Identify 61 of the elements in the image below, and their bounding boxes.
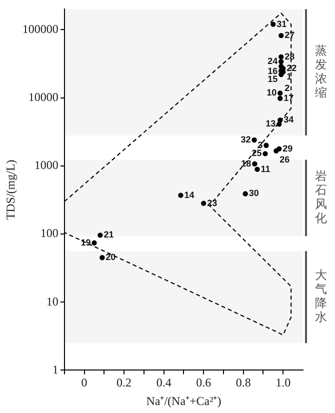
annotation: 1	[286, 71, 292, 82]
annotation: 13	[266, 118, 276, 129]
annotation: 11	[260, 164, 270, 174]
y-tick-label: 10000	[28, 90, 58, 104]
point	[178, 192, 184, 198]
x-tick-label: 1.0	[276, 376, 291, 390]
y-tick-label: 1000	[34, 158, 58, 172]
annotation: 32	[240, 134, 251, 144]
annotation: 34	[284, 114, 294, 125]
point	[278, 59, 284, 64]
annotation: 28	[284, 51, 295, 62]
point	[200, 200, 206, 206]
point	[274, 148, 279, 154]
point	[254, 166, 260, 172]
annotation: 29	[282, 143, 293, 154]
point	[252, 137, 257, 143]
annotation: 21	[104, 230, 114, 240]
annotation: 15	[268, 74, 278, 84]
y-tick-label: 1	[52, 362, 58, 376]
point	[242, 191, 248, 196]
x-tick-label: 0.8	[236, 376, 251, 390]
x-axis-title: Na⁺/(Na⁺+Ca²⁺)	[146, 394, 222, 408]
annotation: 27	[284, 30, 295, 40]
annotation: 23	[207, 198, 218, 208]
y-tick-label: 100	[40, 226, 58, 240]
annotation: 31	[276, 18, 287, 29]
point	[92, 240, 97, 246]
annotation: 3	[258, 140, 263, 150]
band-label: 岩石风化	[315, 169, 327, 226]
annotation: 16	[268, 66, 278, 76]
point	[100, 255, 105, 260]
band-label: 大气降水	[315, 268, 327, 324]
point	[278, 54, 284, 60]
point	[252, 161, 258, 166]
band-label: 蒸发浓缩	[315, 43, 327, 100]
point	[264, 142, 269, 148]
y-axis-title: TDS/(mg/L)	[3, 160, 18, 220]
annotation: 24	[268, 56, 278, 66]
point	[278, 90, 283, 96]
point	[98, 232, 103, 238]
annotation: 14	[184, 190, 194, 200]
annotation: 30	[248, 188, 259, 198]
annotation: 18	[241, 158, 252, 168]
annotation: 2	[284, 82, 290, 93]
annotation: 22	[286, 62, 297, 73]
x-tick-label: 0.4	[156, 376, 172, 390]
annotation: 25	[252, 148, 262, 158]
annotation: 17	[284, 92, 294, 103]
y-tick-label: 100000	[22, 22, 58, 36]
point	[276, 122, 282, 127]
y-tick-label: 10	[46, 294, 58, 308]
annotation: 26	[280, 154, 290, 164]
x-tick-label: 0.6	[196, 376, 212, 390]
point	[278, 32, 284, 38]
point	[278, 96, 283, 101]
annotation: 10	[266, 88, 277, 98]
point	[262, 151, 268, 156]
x-tick-label: 0.2	[116, 376, 132, 390]
point	[270, 22, 276, 27]
x-tick-label: 0	[81, 376, 88, 390]
annotation: 20	[106, 252, 116, 262]
